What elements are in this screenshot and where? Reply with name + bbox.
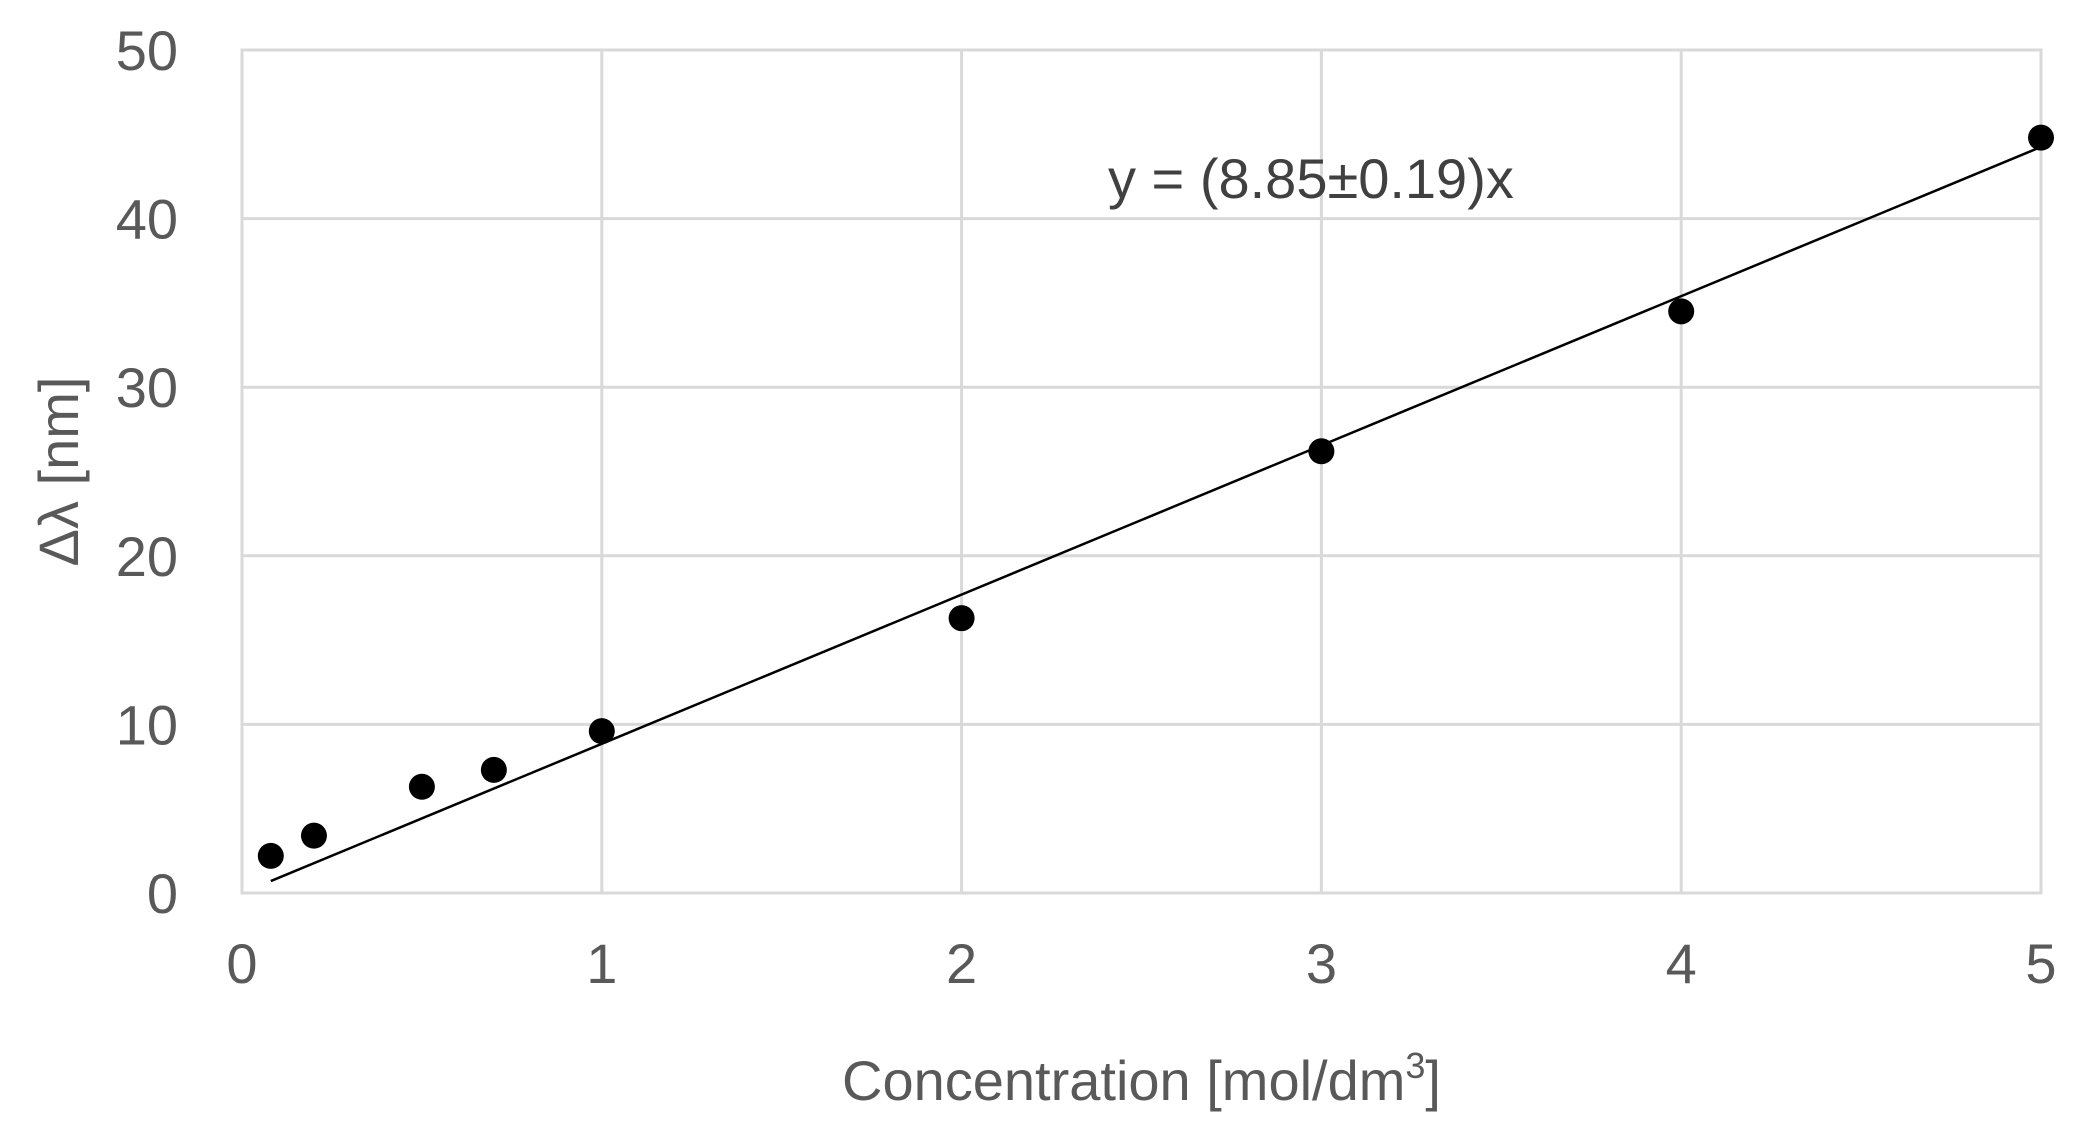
data-point: [2028, 124, 2054, 151]
y-tick-label: 30: [116, 356, 178, 419]
y-tick-label: 40: [116, 188, 178, 251]
fit-line-group: [270, 145, 2042, 883]
data-point: [948, 605, 975, 632]
data-point: [257, 842, 284, 869]
y-tick-label: 0: [147, 862, 178, 925]
x-axis-title-suffix: ]: [1425, 1049, 1441, 1112]
x-tick-label: 0: [226, 932, 257, 995]
y-axis-title: Δλ [nm]: [27, 377, 90, 567]
x-axis-title-main: Concentration [mol/dm: [842, 1049, 1405, 1112]
x-axis-title-superscript: 3: [1405, 1045, 1425, 1086]
data-point: [588, 718, 615, 745]
x-tick-label: 3: [1306, 932, 1337, 995]
x-tick-label: 2: [946, 932, 977, 995]
plot-area-border: [240, 48, 2043, 895]
x-tick-labels: 0 1 2 3 4 5: [226, 932, 2056, 995]
y-tick-labels: 0 10 20 30 40 50: [116, 19, 178, 925]
data-point: [1668, 298, 1695, 325]
data-point: [480, 756, 507, 783]
x-tick-label: 5: [2025, 932, 2056, 995]
data-points: [257, 124, 2054, 869]
data-point: [1308, 438, 1335, 465]
y-tick-label: 10: [116, 693, 178, 756]
x-axis-title: Concentration [mol/dm3]: [842, 1045, 1441, 1112]
fit-line: [270, 145, 2042, 883]
x-tick-label: 1: [586, 932, 617, 995]
data-point: [408, 773, 435, 800]
x-tick-label: 4: [1666, 932, 1697, 995]
fit-equation-label: y = (8.85±0.19)x: [1108, 147, 1514, 210]
y-tick-label: 50: [116, 19, 178, 82]
y-tick-label: 20: [116, 525, 178, 588]
data-point: [300, 822, 327, 849]
